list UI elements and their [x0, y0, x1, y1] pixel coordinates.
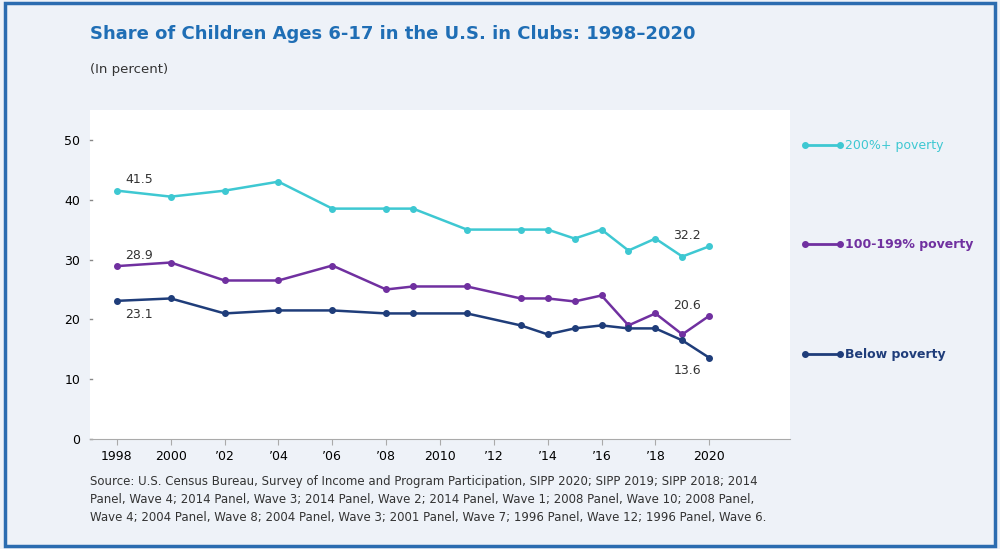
- Text: 13.6: 13.6: [674, 365, 701, 377]
- Text: 28.9: 28.9: [125, 249, 153, 262]
- Text: Source: U.S. Census Bureau, Survey of Income and Program Participation, SIPP 202: Source: U.S. Census Bureau, Survey of In…: [90, 475, 766, 524]
- Text: 100-199% poverty: 100-199% poverty: [845, 238, 973, 251]
- Text: 23.1: 23.1: [125, 307, 153, 321]
- Text: 32.2: 32.2: [674, 229, 701, 242]
- Text: Share of Children Ages 6-17 in the U.S. in Clubs: 1998–2020: Share of Children Ages 6-17 in the U.S. …: [90, 25, 696, 43]
- Text: 200%+ poverty: 200%+ poverty: [845, 139, 944, 152]
- Text: 20.6: 20.6: [673, 299, 701, 311]
- Text: (In percent): (In percent): [90, 63, 168, 76]
- Text: Below poverty: Below poverty: [845, 348, 946, 361]
- Text: 41.5: 41.5: [125, 173, 153, 186]
